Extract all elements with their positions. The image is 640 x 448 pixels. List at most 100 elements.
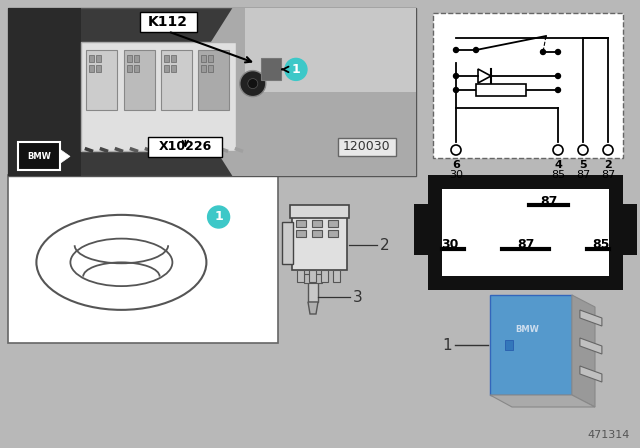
Circle shape bbox=[578, 145, 588, 155]
Bar bbox=[198, 50, 229, 110]
Text: 471314: 471314 bbox=[588, 430, 630, 440]
Bar bbox=[134, 65, 139, 72]
Bar bbox=[90, 65, 95, 72]
Text: 85: 85 bbox=[592, 238, 610, 251]
Bar bbox=[127, 65, 132, 72]
Bar bbox=[244, 8, 416, 92]
Bar bbox=[428, 175, 623, 290]
Text: 4: 4 bbox=[554, 160, 562, 170]
Polygon shape bbox=[179, 8, 416, 176]
Bar bbox=[621, 204, 637, 255]
Text: 2: 2 bbox=[604, 160, 612, 170]
Circle shape bbox=[454, 47, 458, 52]
Text: 85: 85 bbox=[551, 170, 565, 180]
Text: 87: 87 bbox=[540, 195, 557, 208]
Polygon shape bbox=[490, 395, 595, 407]
Circle shape bbox=[285, 58, 307, 80]
Bar bbox=[8, 175, 278, 343]
Bar bbox=[127, 56, 132, 62]
Text: 87: 87 bbox=[576, 170, 590, 180]
Bar bbox=[201, 56, 206, 62]
Bar bbox=[321, 270, 328, 282]
Bar bbox=[90, 56, 95, 62]
Circle shape bbox=[556, 87, 561, 92]
Text: BMW: BMW bbox=[27, 152, 51, 161]
Text: 87: 87 bbox=[601, 170, 615, 180]
Bar bbox=[86, 50, 118, 110]
Bar bbox=[304, 274, 322, 283]
Bar bbox=[414, 204, 430, 255]
Polygon shape bbox=[308, 302, 318, 314]
Bar bbox=[328, 220, 338, 227]
Bar bbox=[261, 58, 281, 80]
Text: 120030: 120030 bbox=[343, 140, 390, 153]
Circle shape bbox=[541, 49, 545, 55]
Bar bbox=[171, 65, 176, 72]
Bar bbox=[312, 230, 322, 237]
Bar bbox=[124, 50, 155, 110]
Text: 87: 87 bbox=[517, 238, 534, 251]
Text: 30: 30 bbox=[449, 170, 463, 180]
Circle shape bbox=[553, 145, 563, 155]
Text: 6: 6 bbox=[452, 160, 460, 170]
Text: 1: 1 bbox=[292, 63, 300, 76]
Bar bbox=[433, 13, 623, 158]
FancyBboxPatch shape bbox=[140, 13, 197, 32]
Bar bbox=[309, 270, 316, 282]
Bar bbox=[328, 230, 338, 237]
Text: 5: 5 bbox=[579, 160, 587, 170]
Bar bbox=[8, 8, 416, 176]
Bar bbox=[297, 270, 304, 282]
Bar bbox=[476, 84, 526, 96]
Polygon shape bbox=[580, 366, 602, 382]
Text: BMW: BMW bbox=[515, 326, 539, 335]
Bar bbox=[296, 220, 306, 227]
Text: 1: 1 bbox=[214, 211, 223, 224]
Bar bbox=[201, 65, 206, 72]
Bar bbox=[333, 270, 340, 282]
Polygon shape bbox=[60, 149, 70, 164]
Circle shape bbox=[603, 145, 613, 155]
Bar bbox=[134, 56, 139, 62]
Circle shape bbox=[474, 47, 479, 52]
Bar bbox=[164, 65, 169, 72]
Bar bbox=[490, 295, 572, 395]
Bar bbox=[337, 138, 396, 156]
Text: 3: 3 bbox=[353, 289, 363, 305]
Text: 2: 2 bbox=[380, 237, 390, 253]
Bar bbox=[171, 56, 176, 62]
Text: X10226: X10226 bbox=[159, 140, 212, 153]
Bar bbox=[81, 42, 237, 151]
Circle shape bbox=[207, 206, 230, 228]
Circle shape bbox=[451, 145, 461, 155]
Polygon shape bbox=[572, 295, 595, 407]
Bar bbox=[505, 340, 513, 350]
Bar bbox=[97, 56, 101, 62]
Text: 1: 1 bbox=[442, 337, 452, 353]
Bar bbox=[161, 50, 192, 110]
Polygon shape bbox=[580, 310, 602, 326]
FancyBboxPatch shape bbox=[148, 137, 222, 157]
Text: 30: 30 bbox=[442, 238, 459, 251]
Bar bbox=[290, 205, 349, 218]
Bar bbox=[292, 215, 347, 270]
Bar bbox=[312, 220, 322, 227]
Bar bbox=[97, 65, 101, 72]
Circle shape bbox=[454, 87, 458, 92]
Polygon shape bbox=[580, 338, 602, 354]
Circle shape bbox=[556, 73, 561, 78]
Circle shape bbox=[556, 49, 561, 55]
Bar bbox=[308, 282, 318, 302]
Bar bbox=[208, 56, 213, 62]
Bar bbox=[164, 56, 169, 62]
Circle shape bbox=[454, 73, 458, 78]
Bar bbox=[442, 189, 609, 276]
Bar bbox=[208, 65, 213, 72]
Circle shape bbox=[240, 71, 266, 97]
Text: K112: K112 bbox=[148, 15, 188, 30]
Bar bbox=[8, 8, 81, 176]
Bar bbox=[282, 222, 293, 264]
Bar bbox=[18, 142, 60, 170]
Circle shape bbox=[248, 78, 258, 89]
Bar bbox=[296, 230, 306, 237]
